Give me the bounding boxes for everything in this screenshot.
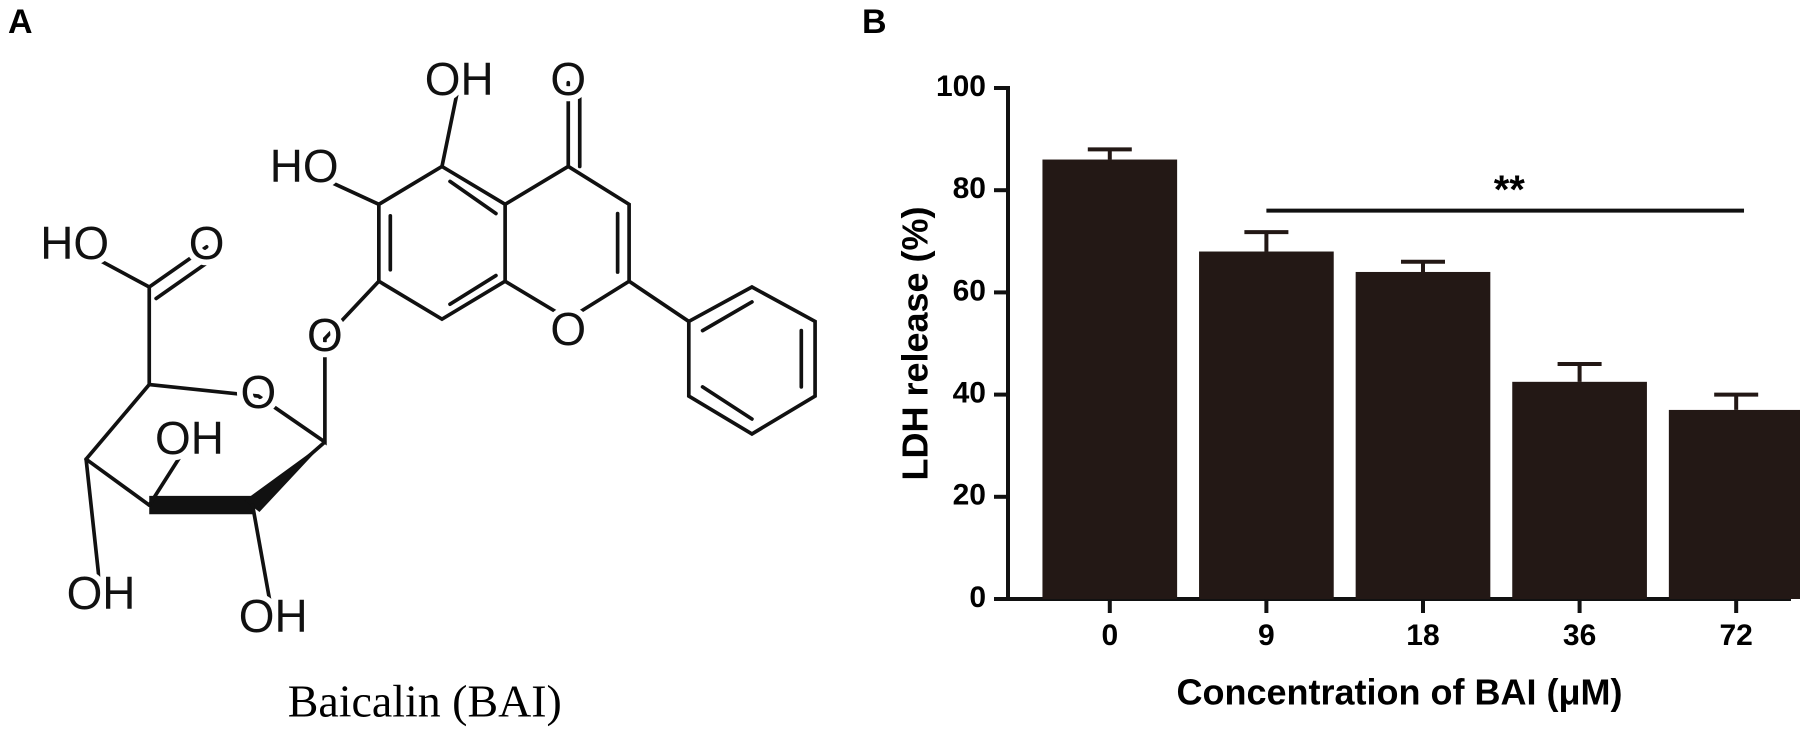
x-tick-label: 18 xyxy=(1406,619,1439,652)
x-tick-label: 36 xyxy=(1563,619,1596,652)
y-tick-label: 0 xyxy=(969,581,986,614)
atom-label: HO xyxy=(40,217,109,269)
y-tick-label: 40 xyxy=(953,377,986,410)
bar xyxy=(1199,251,1334,599)
bar xyxy=(1512,381,1647,599)
panel-label: B xyxy=(862,3,887,41)
atom-label: O xyxy=(189,217,225,269)
atom-label: OH xyxy=(155,412,224,464)
atom-label: O xyxy=(550,303,586,355)
x-tick-label: 0 xyxy=(1101,619,1118,652)
error-bar xyxy=(1400,259,1445,272)
y-tick-label: 20 xyxy=(953,479,986,512)
atom-label: OH xyxy=(67,567,136,619)
error-bar xyxy=(1557,361,1602,382)
error-bar xyxy=(1714,392,1759,410)
atom-label: HO xyxy=(270,140,339,192)
structure: OH O HO HO O O O O OH OH OH Baicalin (BA… xyxy=(34,47,817,727)
atom-label: O xyxy=(240,366,276,418)
error-bar xyxy=(1087,147,1132,160)
x-tick-label: 9 xyxy=(1258,619,1275,652)
bonds xyxy=(72,80,817,622)
y-tick-label: 80 xyxy=(953,172,986,205)
panel-label: A xyxy=(8,3,33,41)
y-axis-label: LDH release (%) xyxy=(895,206,936,480)
significance-label: ** xyxy=(1494,168,1526,212)
atom-label: OH xyxy=(425,53,494,105)
bar xyxy=(1355,271,1491,599)
atom-label: OH xyxy=(239,590,308,642)
atom-label: O xyxy=(307,309,343,361)
caption: Baicalin (BAI) xyxy=(288,676,562,727)
bar xyxy=(1668,409,1800,599)
y-tick-label: 60 xyxy=(953,274,986,307)
x-tick-label: 72 xyxy=(1720,619,1753,652)
atom-label: O xyxy=(550,53,586,105)
error-bar xyxy=(1244,230,1289,252)
y-tick-label: 100 xyxy=(936,70,986,103)
x-axis-label: Concentration of BAI (μM) xyxy=(1177,672,1623,713)
bar xyxy=(1042,159,1178,600)
